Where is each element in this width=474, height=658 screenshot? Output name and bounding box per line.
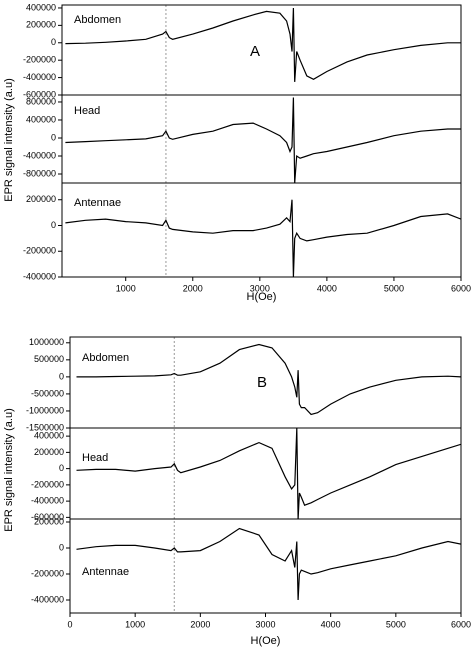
y-tick-label: -400000: [23, 150, 56, 160]
series-line: [76, 527, 461, 601]
y-tick-label: -1000000: [26, 405, 64, 415]
y-tick-label: 500000: [34, 354, 64, 364]
annotation: A: [250, 43, 260, 60]
series-line: [76, 428, 461, 519]
x-tick-label: 6000: [451, 619, 471, 629]
y-tick-label: 200000: [34, 516, 64, 526]
y-tick-label: 400000: [26, 114, 56, 124]
legend-label: Antennae: [74, 197, 121, 209]
legend-label: Abdomen: [74, 14, 121, 26]
y-tick-label: -800000: [23, 168, 56, 178]
y-tick-label: -600000: [31, 512, 64, 522]
series-line: [65, 97, 461, 183]
legend-label: Head: [74, 105, 100, 117]
y-tick-label: 0: [51, 132, 56, 142]
x-tick-label: 1000: [125, 619, 145, 629]
y-tick-label: 1000000: [29, 337, 64, 347]
y-tick-label: -200000: [31, 568, 64, 578]
y-tick-label: -200000: [31, 479, 64, 489]
panel-frame: [61, 94, 462, 184]
y-tick-label: -400000: [23, 72, 56, 82]
panel-frame: [69, 518, 462, 614]
y-tick-label: 0: [51, 37, 56, 47]
series-line: [65, 199, 461, 277]
y-tick-label: 0: [59, 542, 64, 552]
y-tick-label: -400000: [23, 271, 56, 281]
y-tick-label: 800000: [26, 96, 56, 106]
y-tick-label: 400000: [34, 431, 64, 441]
x-tick-label: 2000: [183, 283, 203, 293]
y-tick-label: 200000: [26, 194, 56, 204]
y-tick-label: -400000: [31, 496, 64, 506]
y-axis-label: EPR signal intensity (a.u): [3, 408, 15, 532]
x-tick-label: 4000: [321, 619, 341, 629]
x-tick-label: 6000: [451, 283, 471, 293]
series-line: [65, 7, 461, 82]
y-tick-label: 200000: [34, 447, 64, 457]
panel-frame: [69, 427, 462, 520]
y-tick-label: 400000: [26, 2, 56, 12]
legend-label: Head: [82, 452, 108, 464]
y-tick-label: -500000: [31, 388, 64, 398]
x-axis-label: H(Oe): [247, 291, 277, 303]
panel-frame: [61, 182, 462, 278]
y-tick-label: -600000: [23, 89, 56, 99]
y-axis-label: EPR signal intensity (a.u): [3, 78, 15, 202]
x-tick-label: 5000: [386, 619, 406, 629]
series-line: [76, 343, 461, 416]
y-tick-label: -1500000: [26, 422, 64, 432]
panel-frame: [61, 4, 462, 96]
y-tick-label: -400000: [31, 594, 64, 604]
x-axis-label: H(Oe): [251, 635, 281, 647]
legend-label: Antennae: [82, 566, 129, 578]
legend-label: Abdomen: [82, 352, 129, 364]
y-tick-label: -200000: [23, 55, 56, 65]
y-tick-label: -200000: [23, 246, 56, 256]
x-tick-label: 1000: [116, 283, 136, 293]
x-tick-label: 0: [67, 619, 72, 629]
x-tick-label: 3000: [255, 619, 275, 629]
y-tick-label: 200000: [26, 20, 56, 30]
x-tick-label: 4000: [317, 283, 337, 293]
y-tick-label: 0: [59, 463, 64, 473]
y-tick-label: 0: [59, 371, 64, 381]
x-tick-label: 5000: [384, 283, 404, 293]
x-tick-label: 3000: [250, 283, 270, 293]
x-tick-label: 2000: [190, 619, 210, 629]
annotation: B: [257, 374, 267, 391]
y-tick-label: 0: [51, 220, 56, 230]
